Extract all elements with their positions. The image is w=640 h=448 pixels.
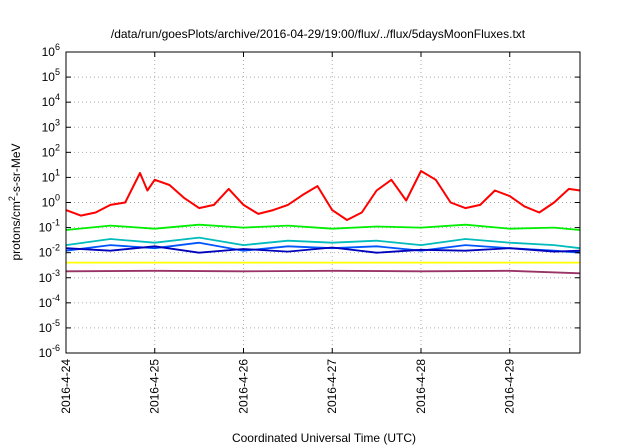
x-tick-label: 2016-4-29 bbox=[503, 359, 517, 414]
y-axis-label: protons/cm2-s-sr-MeV bbox=[7, 143, 23, 260]
series-line bbox=[65, 236, 581, 250]
x-tick-label: 2016-4-26 bbox=[236, 359, 250, 414]
series-line bbox=[65, 223, 581, 231]
y-tick-label: 10-1 bbox=[39, 218, 60, 235]
y-tick-label: 100 bbox=[42, 193, 60, 210]
y-tick-label: 10-3 bbox=[39, 268, 60, 285]
y-tick-label: 103 bbox=[42, 117, 60, 134]
x-tick-label: 2016-4-24 bbox=[59, 359, 73, 414]
series-line bbox=[65, 269, 581, 275]
y-tick-label: 101 bbox=[42, 167, 60, 184]
series-layer bbox=[65, 170, 581, 275]
x-tick-label: 2016-4-27 bbox=[325, 359, 339, 414]
y-tick-label: 102 bbox=[42, 142, 60, 159]
x-axis-label: Coordinated Universal Time (UTC) bbox=[232, 431, 416, 445]
x-tick-label: 2016-4-25 bbox=[148, 359, 162, 414]
x-tick-label: 2016-4-28 bbox=[414, 359, 428, 414]
y-tick-label: 10-4 bbox=[39, 293, 60, 310]
grid bbox=[66, 52, 580, 353]
y-ticks: 10-6 10-5 10-4 10-3 10-2 10-1 100 101 102 103 104 1… bbox=[39, 42, 580, 360]
x-ticks: 2016-4-24 2016-4-25 2016-4-26 2016-4-27 2016… bbox=[59, 52, 517, 414]
y-tick-label: 10-6 bbox=[39, 343, 60, 360]
y-tick-label: 104 bbox=[42, 92, 60, 109]
y-tick-label: 10-5 bbox=[39, 318, 60, 335]
chart-title: /data/run/goesPlots/archive/2016-04-29/1… bbox=[111, 27, 526, 41]
y-tick-label: 106 bbox=[42, 42, 60, 59]
y-tick-label: 10-2 bbox=[39, 243, 60, 260]
y-tick-label: 105 bbox=[42, 67, 60, 84]
series-line bbox=[65, 170, 581, 221]
